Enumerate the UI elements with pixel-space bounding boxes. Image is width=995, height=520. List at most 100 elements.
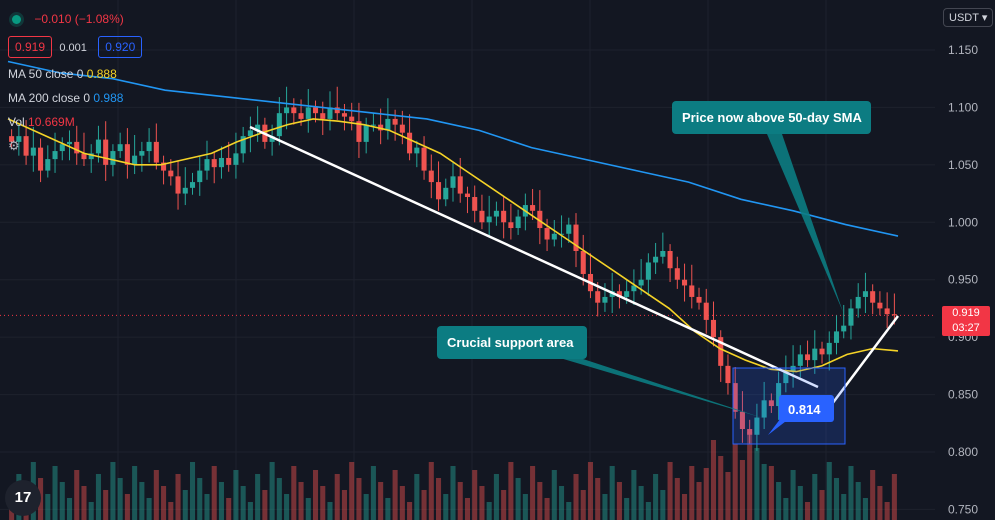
candle-body [653, 256, 659, 263]
candle-body [530, 205, 536, 211]
candle-body [841, 325, 847, 332]
candle-body [457, 176, 463, 194]
candle-body [862, 291, 868, 297]
volume-bar [689, 466, 695, 520]
volume-bar [580, 490, 586, 520]
volume-bar [739, 460, 745, 520]
volume-bar [450, 466, 456, 520]
candle-body [870, 291, 876, 303]
y-tick-label: 0.800 [948, 445, 978, 459]
volume-bar [356, 478, 362, 520]
y-tick-label: 1.000 [948, 215, 978, 229]
candle-body [38, 147, 44, 171]
volume-bar [501, 490, 507, 520]
volume-bar [124, 494, 130, 520]
volume-bar [385, 498, 391, 520]
candle-body [247, 130, 253, 137]
volume-bar [862, 498, 868, 520]
candle-body [501, 210, 507, 223]
candle-body [95, 139, 101, 154]
volume-bar [710, 440, 717, 520]
candle-body [580, 251, 586, 274]
candle-body [103, 139, 109, 165]
volume-bar [566, 502, 572, 520]
candle-body [385, 118, 391, 131]
volume-bar [537, 482, 543, 520]
volume-bar [349, 462, 355, 520]
currency-selector[interactable]: USDT ▾ [943, 8, 994, 27]
candle-body [819, 348, 825, 355]
candle-body [891, 314, 897, 316]
candle-body [139, 151, 145, 156]
change-row: −0.010 (−1.08%) [8, 12, 124, 26]
candle-body [797, 354, 803, 366]
candle-body [218, 157, 224, 168]
current-price: 0.919 [952, 307, 980, 319]
candle-body [725, 365, 731, 384]
volume-bar [674, 478, 680, 520]
volume-bar [718, 456, 724, 520]
tradingview-logo-icon[interactable]: 17 [5, 480, 41, 516]
ma50-value: 0.888 [86, 67, 117, 81]
volume-bar [768, 466, 774, 520]
volume-bar [631, 470, 637, 520]
candle-body [421, 147, 427, 171]
callout-text: Crucial support area [447, 335, 574, 350]
y-tick-label: 0.750 [948, 502, 978, 516]
volume-bar [189, 462, 196, 520]
volume-bar [421, 490, 427, 520]
volume-bar [602, 494, 608, 520]
y-tick-label: 0.950 [948, 273, 978, 287]
volume-bar [334, 474, 340, 520]
ma50-legend[interactable]: MA 50 close 0 0.888 [8, 67, 117, 81]
candle-body [255, 124, 261, 131]
y-axis: 1.1501.1001.0501.0000.9500.9000.8500.800… [948, 43, 978, 516]
ma200-legend[interactable]: MA 200 close 0 0.988 [8, 91, 123, 105]
y-tick-label: 1.150 [948, 43, 978, 57]
volume-bar [703, 468, 709, 520]
candle-body [739, 411, 745, 430]
candle-body [776, 383, 782, 407]
volume-bar [276, 478, 282, 520]
volume-bar [255, 474, 261, 520]
volume-bar [812, 474, 818, 520]
volume-bar [522, 494, 528, 520]
candle-body [240, 136, 246, 154]
price-tag [779, 395, 834, 422]
volume-bar [833, 478, 840, 520]
candle-body [812, 348, 818, 361]
volume-bar [284, 494, 290, 520]
volume-bar [218, 482, 224, 520]
ma200-line [7, 60, 899, 237]
volume-bar [819, 490, 825, 520]
buy-price-button[interactable]: 0.920 [98, 36, 143, 58]
candle-body [132, 155, 138, 165]
volume-bar [783, 498, 789, 520]
volume-bar [435, 478, 442, 520]
y-tick-label: 1.050 [948, 158, 978, 172]
candle-body [464, 193, 471, 198]
sell-price-button[interactable]: 0.919 [8, 36, 53, 58]
volume-legend[interactable]: Vol 10.669M [8, 115, 75, 129]
candle-body [667, 251, 673, 269]
volume-bar [182, 490, 188, 520]
volume-bar [667, 462, 673, 520]
volume-bar [414, 474, 420, 520]
volume-bar [139, 482, 145, 520]
volume-bar [197, 478, 203, 520]
ma200-label: MA 200 close 0 [8, 91, 91, 105]
volume-bar [399, 486, 405, 520]
candle-body [349, 116, 355, 122]
volume-bar [95, 474, 101, 520]
settings-gear-icon[interactable]: ⚙ [8, 138, 20, 153]
volume-bar [891, 474, 897, 520]
candle-body [848, 308, 854, 326]
bar-countdown: 03:27 [952, 322, 980, 334]
candle-body [703, 302, 709, 320]
candle-body [23, 136, 29, 156]
candle-body [341, 113, 347, 117]
drawings: Price now above 50-day SMA Crucial suppor… [249, 101, 899, 445]
candle-body [761, 400, 767, 418]
candle-body [356, 121, 362, 142]
